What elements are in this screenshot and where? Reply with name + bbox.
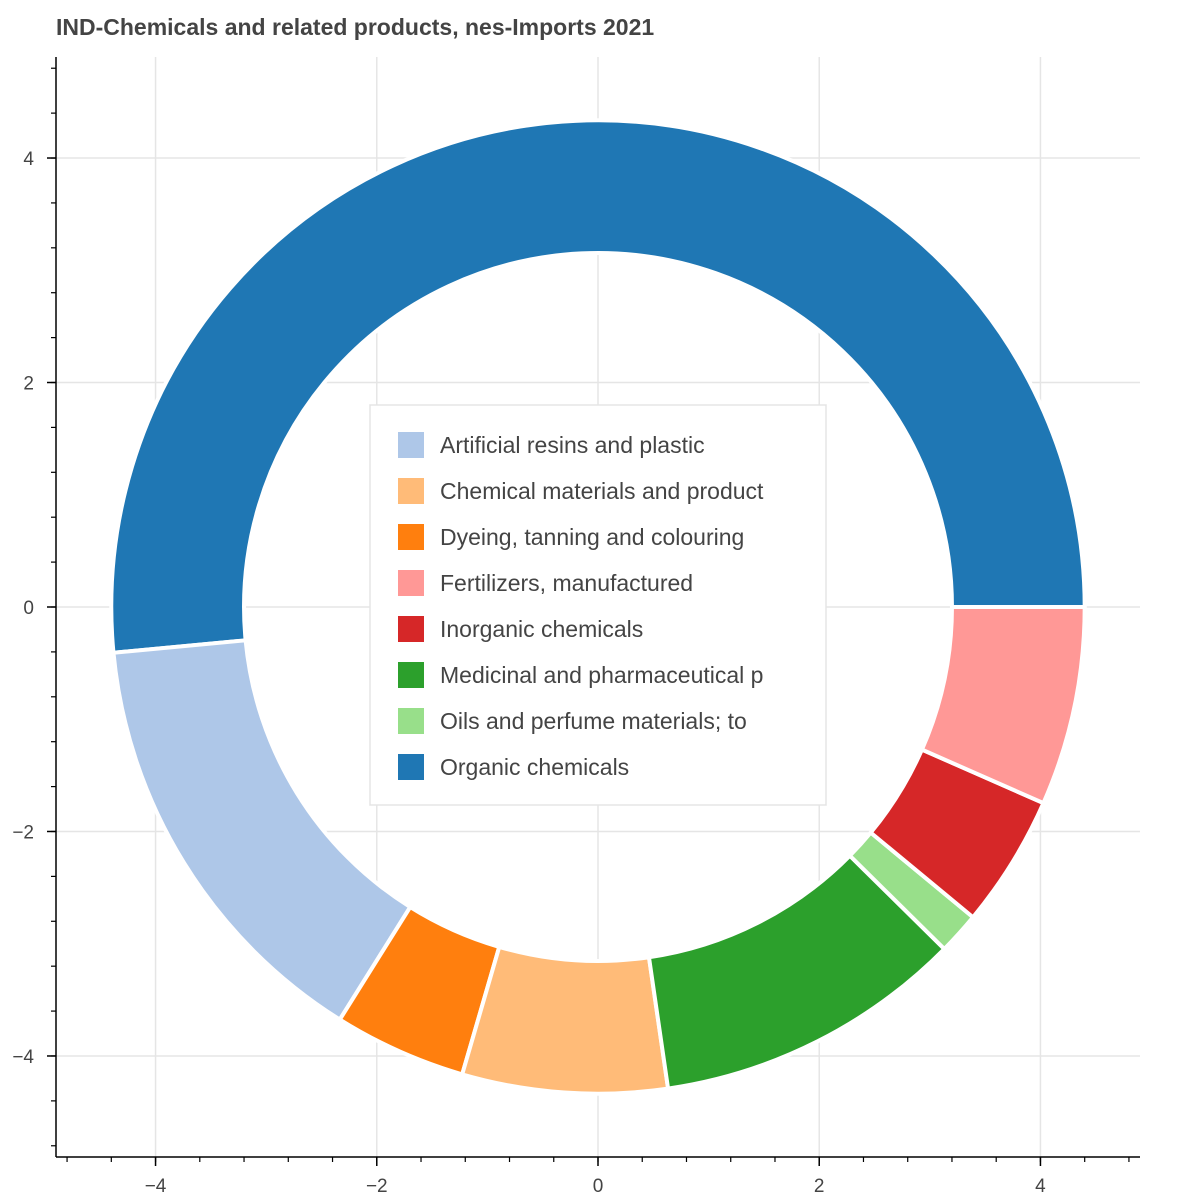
- legend-label: Oils and perfume materials; to: [440, 708, 747, 734]
- legend-swatch: [398, 662, 424, 688]
- slice-fertilizers-manufactured: [919, 605, 1087, 806]
- legend-box: [369, 404, 827, 806]
- donut-slices: [109, 118, 1087, 1096]
- legend-swatch: [398, 754, 424, 780]
- legend-swatch: [398, 616, 424, 642]
- legend-label: Fertilizers, manufactured: [440, 570, 693, 596]
- legend-swatch: [398, 524, 424, 550]
- y-tick-label: −4: [12, 1047, 34, 1068]
- x-tick-label: −2: [366, 1176, 388, 1197]
- legend-label: Organic chemicals: [440, 754, 629, 780]
- slice-organic-chemicals: [109, 118, 1087, 655]
- legend-label: Inorganic chemicals: [440, 616, 643, 642]
- y-tick-label: 2: [23, 374, 34, 395]
- legend-label: Chemical materials and product: [440, 478, 764, 504]
- y-tick-label: 0: [23, 598, 34, 619]
- slice-chemical-materials-and-product: [459, 944, 671, 1096]
- x-tick-label: 4: [1035, 1176, 1046, 1197]
- legend-label: Artificial resins and plastic: [440, 432, 705, 458]
- x-tick-label: 2: [814, 1176, 825, 1197]
- x-tick-label: −4: [145, 1176, 167, 1197]
- y-tick-label: −2: [12, 822, 34, 843]
- legend-swatch: [398, 570, 424, 596]
- legend-swatch: [398, 708, 424, 734]
- legend-swatch: [398, 478, 424, 504]
- y-tick-label: 4: [23, 149, 34, 170]
- legend: Artificial resins and plastic Chemical ma…: [369, 404, 827, 806]
- legend-label: Dyeing, tanning and colouring: [440, 524, 744, 550]
- legend-label: Medicinal and pharmaceutical p: [440, 662, 763, 688]
- chart-title: IND-Chemicals and related products, nes-…: [56, 14, 655, 40]
- x-tick-label: 0: [593, 1176, 604, 1197]
- axes: −4 −2 0 2 4 4 2 0 −2 −4: [12, 57, 1140, 1197]
- legend-swatch: [398, 432, 424, 458]
- slice-artificial-resins-and-plastic: [111, 638, 413, 1023]
